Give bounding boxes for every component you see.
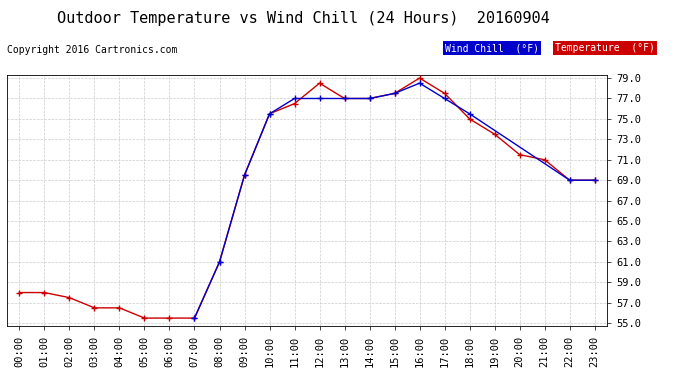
Text: Wind Chill  (°F): Wind Chill (°F) (445, 43, 539, 53)
Text: Copyright 2016 Cartronics.com: Copyright 2016 Cartronics.com (7, 45, 177, 55)
Text: Temperature  (°F): Temperature (°F) (555, 43, 656, 53)
Text: Outdoor Temperature vs Wind Chill (24 Hours)  20160904: Outdoor Temperature vs Wind Chill (24 Ho… (57, 11, 550, 26)
